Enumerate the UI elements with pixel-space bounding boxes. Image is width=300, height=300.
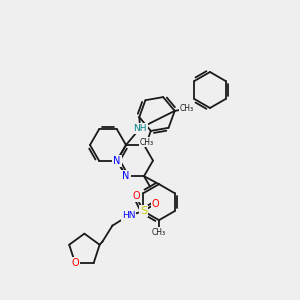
Text: S: S [140,206,147,216]
Text: N: N [122,171,130,181]
Text: NH: NH [134,124,147,133]
Text: O: O [71,258,79,268]
Text: N: N [113,156,121,166]
Text: CH₃: CH₃ [152,228,166,237]
Text: O: O [132,191,140,201]
Text: O: O [152,199,159,209]
Text: CH₃: CH₃ [140,138,154,147]
Text: HN: HN [122,211,135,220]
Text: CH₃: CH₃ [179,104,194,113]
